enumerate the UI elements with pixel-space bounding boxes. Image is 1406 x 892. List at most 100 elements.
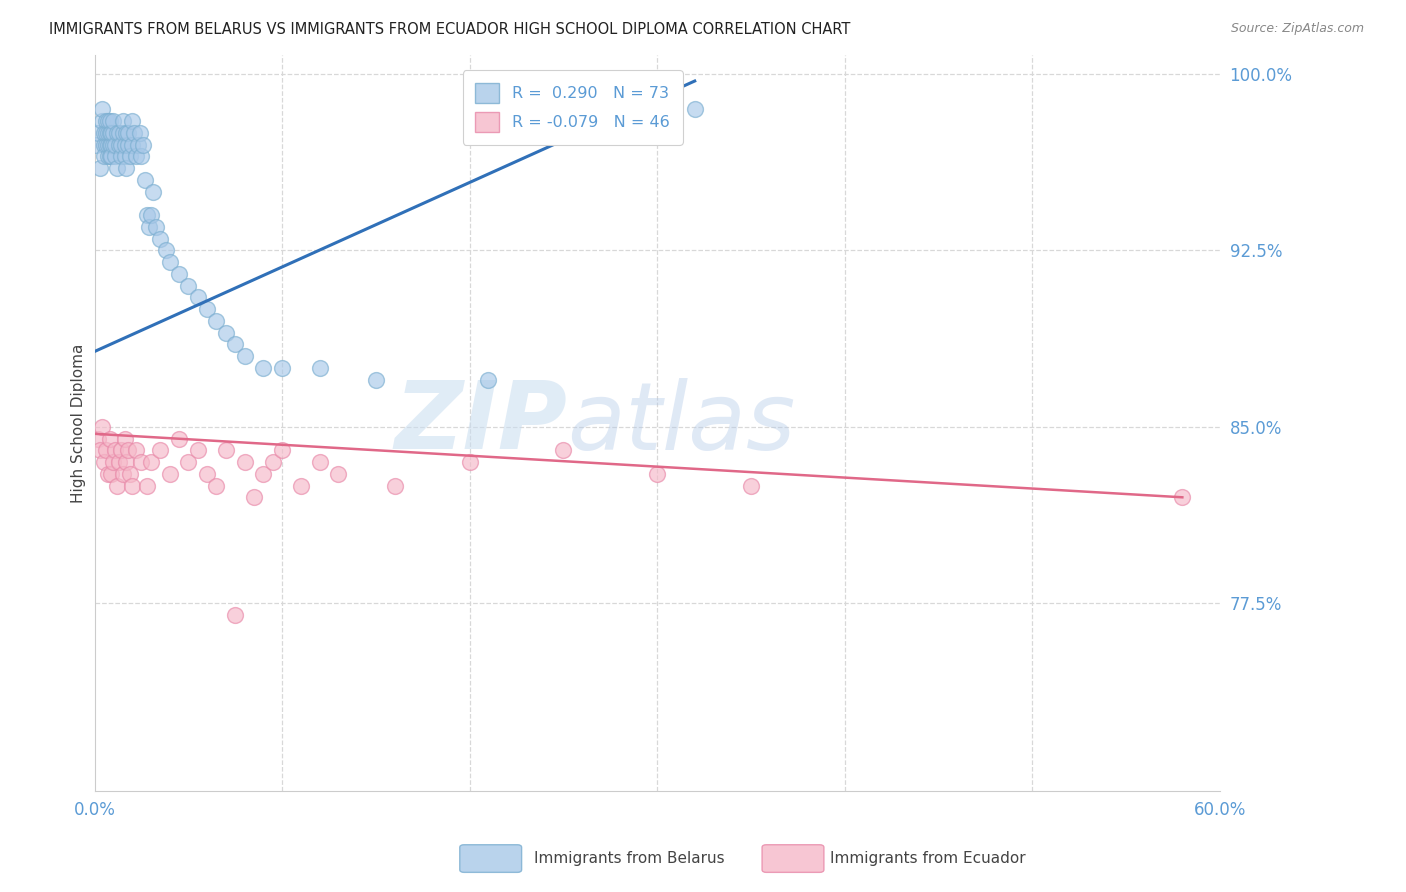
Point bbox=[167, 267, 190, 281]
Point bbox=[132, 137, 155, 152]
Point bbox=[100, 137, 122, 152]
Point bbox=[93, 126, 115, 140]
Point bbox=[121, 137, 143, 152]
Point bbox=[177, 455, 200, 469]
Point bbox=[149, 443, 172, 458]
Point bbox=[98, 149, 121, 163]
Point bbox=[233, 455, 256, 469]
Point bbox=[94, 137, 117, 152]
Point bbox=[94, 126, 117, 140]
Point bbox=[159, 467, 181, 481]
Point bbox=[224, 607, 246, 622]
Point bbox=[115, 161, 138, 175]
Point bbox=[104, 137, 127, 152]
Point bbox=[195, 302, 218, 317]
Point bbox=[87, 126, 110, 140]
Point bbox=[93, 455, 115, 469]
Point bbox=[105, 126, 128, 140]
Point bbox=[104, 149, 127, 163]
Point bbox=[98, 114, 121, 128]
Point bbox=[87, 432, 110, 446]
Point bbox=[121, 114, 143, 128]
Point bbox=[139, 455, 162, 469]
Point bbox=[328, 467, 350, 481]
Point bbox=[271, 443, 294, 458]
Point bbox=[262, 455, 284, 469]
Point bbox=[215, 326, 238, 340]
Point bbox=[553, 443, 575, 458]
Text: IMMIGRANTS FROM BELARUS VS IMMIGRANTS FROM ECUADOR HIGH SCHOOL DIPLOMA CORRELATI: IMMIGRANTS FROM BELARUS VS IMMIGRANTS FR… bbox=[49, 22, 851, 37]
Point bbox=[114, 149, 136, 163]
Point bbox=[114, 137, 136, 152]
Point bbox=[97, 137, 120, 152]
Point bbox=[122, 126, 145, 140]
Point bbox=[205, 314, 228, 328]
Point bbox=[187, 290, 209, 304]
Point bbox=[100, 126, 122, 140]
Point bbox=[111, 114, 134, 128]
Point bbox=[177, 278, 200, 293]
Point bbox=[128, 126, 150, 140]
Point bbox=[93, 149, 115, 163]
Point bbox=[110, 149, 132, 163]
Point bbox=[205, 478, 228, 492]
Point bbox=[149, 231, 172, 245]
Point bbox=[477, 373, 499, 387]
Point bbox=[167, 432, 190, 446]
Point bbox=[98, 137, 121, 152]
Point bbox=[683, 102, 706, 116]
Point bbox=[115, 455, 138, 469]
Point bbox=[117, 137, 139, 152]
Point bbox=[94, 443, 117, 458]
Point bbox=[139, 208, 162, 222]
Point bbox=[271, 360, 294, 375]
Point bbox=[97, 114, 120, 128]
Point bbox=[458, 455, 481, 469]
Point bbox=[100, 467, 122, 481]
Point bbox=[97, 126, 120, 140]
Point bbox=[384, 478, 406, 492]
Point bbox=[125, 149, 148, 163]
Legend: R =  0.290   N = 73, R = -0.079   N = 46: R = 0.290 N = 73, R = -0.079 N = 46 bbox=[463, 70, 683, 145]
Point bbox=[131, 455, 153, 469]
Point bbox=[1171, 491, 1194, 505]
Point bbox=[103, 114, 125, 128]
Point bbox=[104, 443, 127, 458]
Point bbox=[308, 455, 330, 469]
Point bbox=[94, 114, 117, 128]
Point bbox=[145, 219, 167, 234]
Point bbox=[108, 455, 131, 469]
Point bbox=[103, 126, 125, 140]
Point bbox=[142, 185, 165, 199]
Point bbox=[105, 161, 128, 175]
Point bbox=[195, 467, 218, 481]
Point bbox=[136, 478, 159, 492]
Point bbox=[86, 137, 108, 152]
Point bbox=[125, 443, 148, 458]
Point bbox=[121, 478, 143, 492]
Point bbox=[127, 137, 149, 152]
Text: atlas: atlas bbox=[567, 377, 796, 468]
Point bbox=[91, 419, 114, 434]
Point bbox=[308, 360, 330, 375]
Point bbox=[159, 255, 181, 269]
Point bbox=[114, 432, 136, 446]
Point bbox=[111, 126, 134, 140]
Point bbox=[645, 467, 668, 481]
Point bbox=[740, 478, 762, 492]
Point bbox=[97, 149, 120, 163]
Point bbox=[110, 137, 132, 152]
Point bbox=[120, 467, 142, 481]
Point bbox=[252, 360, 274, 375]
Point bbox=[105, 478, 128, 492]
Point bbox=[117, 443, 139, 458]
Point bbox=[103, 455, 125, 469]
Text: Immigrants from Ecuador: Immigrants from Ecuador bbox=[830, 851, 1025, 865]
Point bbox=[131, 149, 153, 163]
Point bbox=[364, 373, 387, 387]
Point bbox=[233, 349, 256, 363]
Point bbox=[91, 114, 114, 128]
Point bbox=[93, 137, 115, 152]
Point bbox=[117, 126, 139, 140]
Point bbox=[134, 173, 156, 187]
